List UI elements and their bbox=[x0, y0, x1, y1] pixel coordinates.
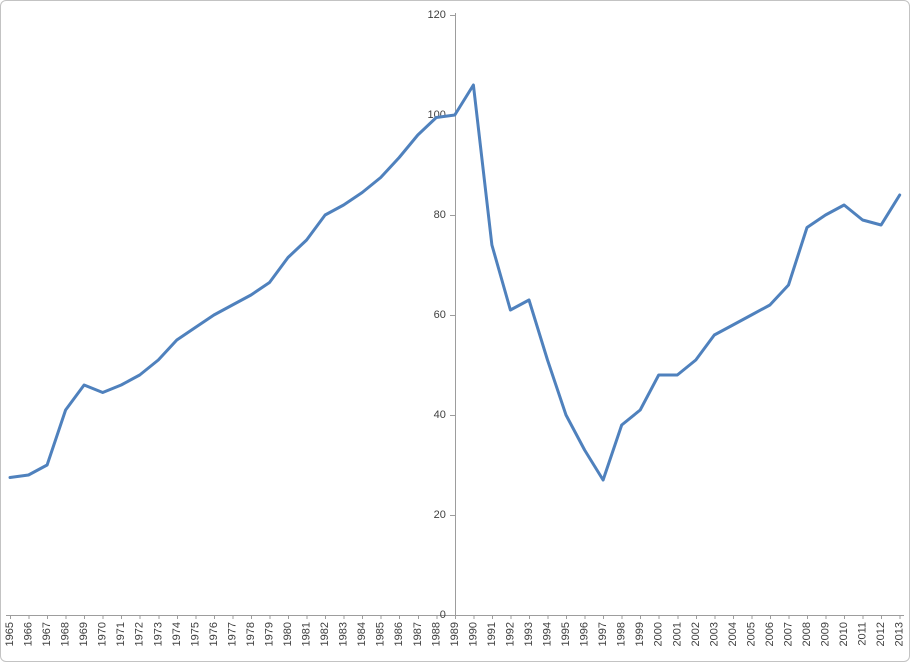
x-axis-tick-label: 1997 bbox=[597, 622, 609, 646]
x-axis-tick-label: 1968 bbox=[60, 622, 72, 646]
x-axis-tick-label: 1981 bbox=[301, 622, 313, 646]
x-axis-tick-label: 1987 bbox=[412, 622, 424, 646]
x-axis-tick-label: 1996 bbox=[579, 622, 591, 646]
x-axis-tick-label: 1974 bbox=[171, 622, 183, 646]
x-axis-tick-label: 1993 bbox=[523, 622, 535, 646]
x-axis-tick-label: 2005 bbox=[745, 622, 757, 646]
x-axis-tick-label: 2003 bbox=[708, 622, 720, 646]
y-axis-tick-label: 80 bbox=[434, 209, 446, 221]
x-axis-tick-label: 1966 bbox=[23, 622, 35, 646]
x-axis-tick-label: 1979 bbox=[263, 622, 275, 646]
x-axis-tick-label: 1978 bbox=[245, 622, 257, 646]
y-axis-tick-label: 0 bbox=[440, 609, 446, 621]
x-axis-tick-label: 1988 bbox=[430, 622, 442, 646]
x-axis-tick-label: 2011 bbox=[857, 622, 869, 646]
x-axis-tick-label: 1969 bbox=[78, 622, 90, 646]
x-axis-tick-label: 1967 bbox=[41, 622, 53, 646]
x-axis-tick-label: 2010 bbox=[838, 622, 850, 646]
data-series-line bbox=[8, 83, 902, 482]
x-axis-tick-label: 1970 bbox=[97, 622, 109, 646]
x-axis-tick-label: 2009 bbox=[820, 622, 832, 646]
x-axis-tick-label: 1991 bbox=[486, 622, 498, 646]
x-axis-tick-label: 2012 bbox=[875, 622, 887, 646]
x-axis-tick-label: 1989 bbox=[449, 622, 461, 646]
x-axis-tick-label: 1999 bbox=[634, 622, 646, 646]
x-axis-tick-label: 1992 bbox=[504, 622, 516, 646]
x-axis-tick-label: 2001 bbox=[671, 622, 683, 646]
x-axis-tick-label: 2013 bbox=[894, 622, 906, 646]
x-axis-tick-label: 1986 bbox=[393, 622, 405, 646]
x-axis-tick-label: 1984 bbox=[356, 622, 368, 646]
x-axis-tick-label: 1994 bbox=[542, 622, 554, 646]
x-axis-tick-label: 2007 bbox=[782, 622, 794, 646]
x-axis-tick-label: 1982 bbox=[319, 622, 331, 646]
x-axis-tick-label: 1971 bbox=[115, 622, 127, 646]
y-axis-tick-label: 40 bbox=[434, 409, 446, 421]
x-axis-tick-label: 2002 bbox=[690, 622, 702, 646]
y-axis-tick-label: 60 bbox=[434, 309, 446, 321]
x-axis-tick-label: 1976 bbox=[208, 622, 220, 646]
x-axis-tick-label: 1973 bbox=[152, 622, 164, 646]
x-axis-tick-label: 2008 bbox=[801, 622, 813, 646]
x-axis-tick-label: 1965 bbox=[4, 622, 16, 646]
y-axis-tick-label: 20 bbox=[434, 509, 446, 521]
x-axis-tick-label: 1980 bbox=[282, 622, 294, 646]
x-axis-tick-label: 2000 bbox=[653, 622, 665, 646]
x-axis-tick-label: 1998 bbox=[616, 622, 628, 646]
x-axis-tick-label: 1977 bbox=[226, 622, 238, 646]
x-axis-tick-label: 1985 bbox=[375, 622, 387, 646]
x-axis-tick-label: 2006 bbox=[764, 622, 776, 646]
x-axis-tick-label: 1972 bbox=[134, 622, 146, 646]
x-axis-tick-label: 1990 bbox=[467, 622, 479, 646]
x-axis-tick-label: 1995 bbox=[560, 622, 572, 646]
x-axis-tick-label: 2004 bbox=[727, 622, 739, 646]
x-axis-tick-label: 1983 bbox=[338, 622, 350, 646]
x-axis-tick-label: 1975 bbox=[189, 622, 201, 646]
y-axis-tick-label: 120 bbox=[427, 9, 445, 21]
